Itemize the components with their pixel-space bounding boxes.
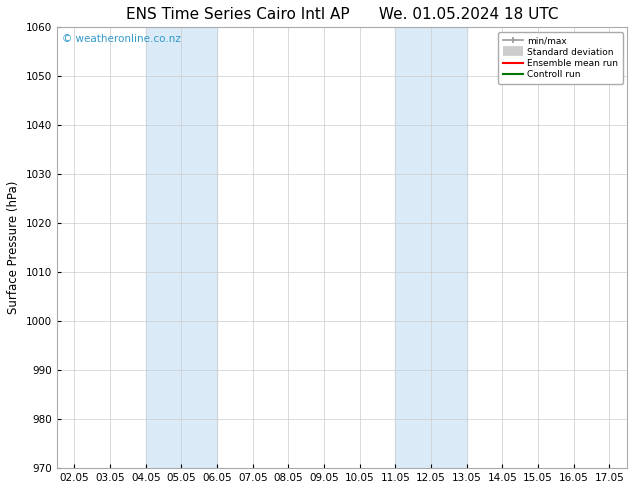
- Bar: [146, 27, 217, 468]
- Y-axis label: Surface Pressure (hPa): Surface Pressure (hPa): [7, 181, 20, 315]
- Text: © weatheronline.co.nz: © weatheronline.co.nz: [62, 34, 181, 44]
- Legend: min/max, Standard deviation, Ensemble mean run, Controll run: min/max, Standard deviation, Ensemble me…: [498, 32, 623, 84]
- Bar: [396, 27, 467, 468]
- Title: ENS Time Series Cairo Intl AP      We. 01.05.2024 18 UTC: ENS Time Series Cairo Intl AP We. 01.05.…: [126, 7, 558, 22]
